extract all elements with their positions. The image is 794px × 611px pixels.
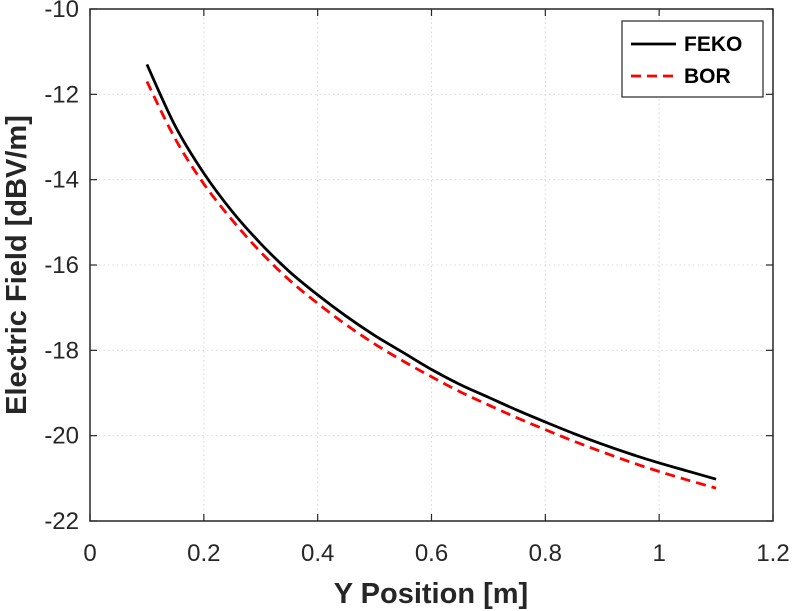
x-tick-label: 0.2 <box>187 540 220 567</box>
y-tick-label: -12 <box>44 81 79 108</box>
series-line-bor <box>145 80 717 490</box>
x-tick-label: 0 <box>83 540 96 567</box>
x-tick-label: 0.6 <box>415 540 448 567</box>
x-axis-label: Y Position [m] <box>334 578 528 610</box>
y-tick-label: -22 <box>44 508 79 535</box>
x-tick-label: 0.4 <box>301 540 334 567</box>
y-axis-label: Electric Field [dBV/m] <box>1 115 33 415</box>
y-tick-label: -16 <box>44 252 79 279</box>
legend-label-bor: BOR <box>684 65 731 88</box>
y-tick-label: -10 <box>44 0 79 23</box>
x-axis-ticks: 0 0.2 0.4 0.6 0.8 1 1.2 <box>83 9 790 567</box>
series-lines <box>145 63 717 490</box>
x-tick-label: 0.8 <box>529 540 562 567</box>
x-tick-label: 1.2 <box>756 540 789 567</box>
series-line-feko <box>145 63 717 481</box>
grid <box>90 9 773 521</box>
legend-box <box>621 20 764 98</box>
y-tick-label: -20 <box>44 423 79 450</box>
y-tick-label: -14 <box>44 167 79 194</box>
y-axis-ticks: -22 -20 -18 -16 -14 -12 -10 <box>44 0 773 535</box>
y-tick-label: -18 <box>44 337 79 364</box>
legend: FEKO BOR <box>621 20 764 98</box>
x-tick-label: 1 <box>652 540 665 567</box>
legend-label-feko: FEKO <box>684 33 742 56</box>
